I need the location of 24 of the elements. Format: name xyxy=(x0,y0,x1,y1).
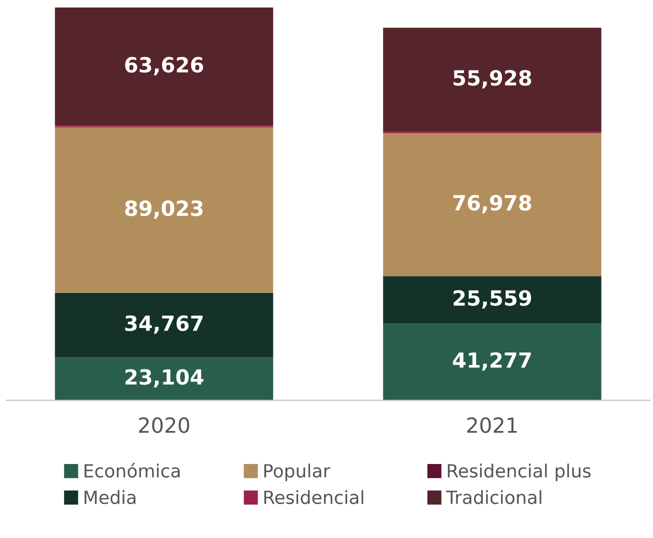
data-label: 63,626 xyxy=(125,56,204,76)
data-label: 89,023 xyxy=(125,200,203,219)
x-tick-label: 2021 xyxy=(467,417,517,434)
bar xyxy=(383,133,602,276)
legend-label: Residencial plus xyxy=(448,464,591,482)
bar xyxy=(54,127,274,293)
legend-label: Económica xyxy=(84,462,180,478)
bar xyxy=(54,8,274,126)
legend-label: Tradicional xyxy=(446,490,542,504)
bar xyxy=(54,292,274,358)
x-tick-label: 2020 xyxy=(139,417,190,434)
data-label: 41,277 xyxy=(452,352,531,371)
legend-label: Popular xyxy=(264,464,330,482)
data-label: 34,767 xyxy=(125,315,203,334)
legend-label: Residencial xyxy=(264,490,364,504)
data-label: 55,928 xyxy=(454,70,532,88)
legend-label: Media xyxy=(84,490,136,504)
data-label: 23,104 xyxy=(126,369,204,388)
bar xyxy=(383,28,602,132)
bar xyxy=(383,324,602,400)
data-label: 76,978 xyxy=(453,194,532,214)
bar xyxy=(54,357,274,400)
bar xyxy=(383,276,602,324)
data-label: 25,559 xyxy=(454,290,532,309)
